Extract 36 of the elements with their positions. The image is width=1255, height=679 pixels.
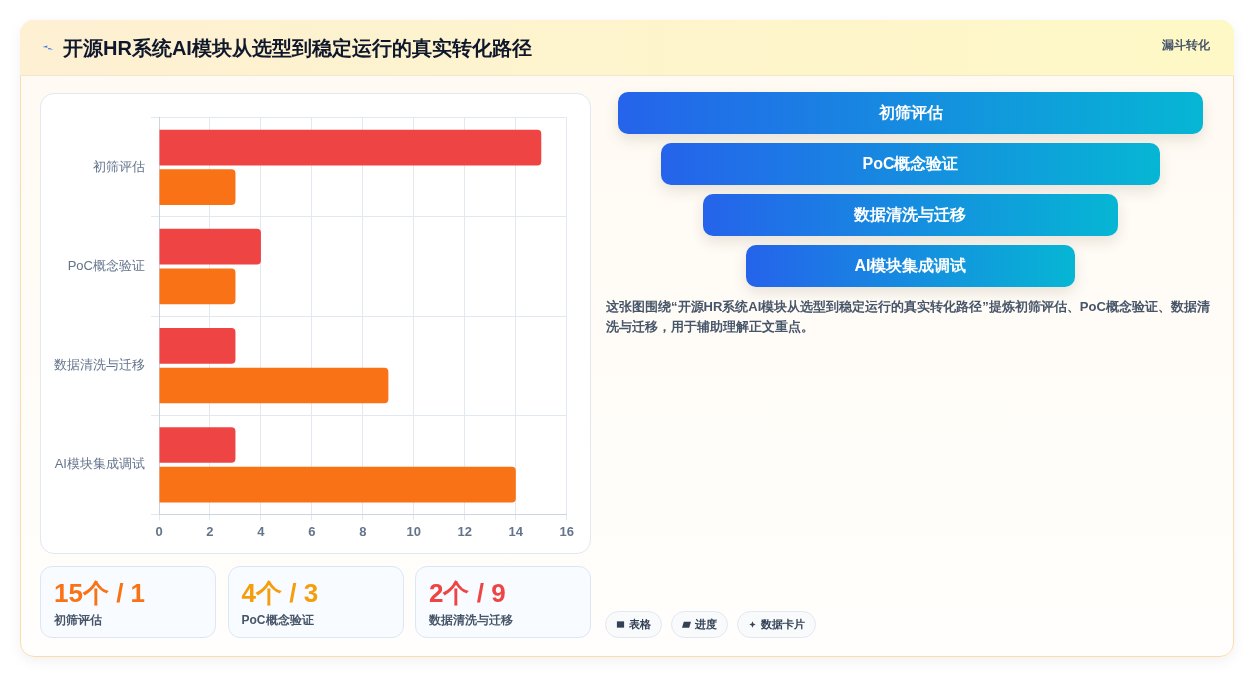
category-label: 数据清洗与迁移 [429, 612, 513, 628]
x-tick-label: 2 [206, 523, 214, 539]
y-tick-label: 数据清洗与迁移 [54, 357, 145, 373]
x-tick-label: 10 [406, 523, 422, 539]
chart-title: 开源HR系统AI模块从选型到稳定运行的真实转化路径 [63, 36, 532, 61]
y-tick-label: PoC概念验证 [67, 258, 145, 274]
y-tick-label: AI模块集成调试 [54, 456, 145, 472]
text: 进度 [695, 617, 717, 632]
bar [159, 129, 542, 166]
x-tick-label: 16 [559, 523, 574, 539]
text: 漏斗转化 [1162, 37, 1210, 53]
bar [159, 268, 236, 305]
x-tick-label: 14 [508, 523, 524, 539]
text: 表格 [629, 617, 651, 632]
bar [159, 466, 516, 503]
x-tick-label: 4 [257, 523, 266, 539]
text: 2个 / 9 [429, 577, 506, 609]
text: 这张图围绕“开源HR系统AI模块从选型到稳定运行的真实转化路径”提炼初筛评估、PoC概念验证、数据清洗与迁移，用于辅助理解正文重点。 [606, 298, 1211, 336]
text: 数据卡片 [761, 617, 805, 632]
bar [159, 169, 236, 206]
text: 15个 / 1 [54, 577, 146, 609]
category-label: AI模块集成调试 [746, 245, 1075, 287]
category-label: 初筛评估 [618, 92, 1203, 134]
bar [159, 328, 236, 364]
y-tick-label: 初筛评估 [93, 158, 145, 174]
text: 4个 / 3 [241, 577, 319, 609]
category-label: 数据清洗与迁移 [703, 194, 1118, 236]
category-label: PoC概念验证 [241, 612, 314, 628]
x-tick-label: 12 [457, 523, 473, 539]
bar [159, 427, 236, 463]
bar [159, 228, 261, 265]
category-label: PoC概念验证 [660, 143, 1161, 185]
x-tick-label: 8 [359, 523, 367, 539]
bar [159, 367, 389, 404]
x-tick-label: 0 [155, 523, 163, 539]
x-tick-label: 6 [308, 523, 316, 539]
